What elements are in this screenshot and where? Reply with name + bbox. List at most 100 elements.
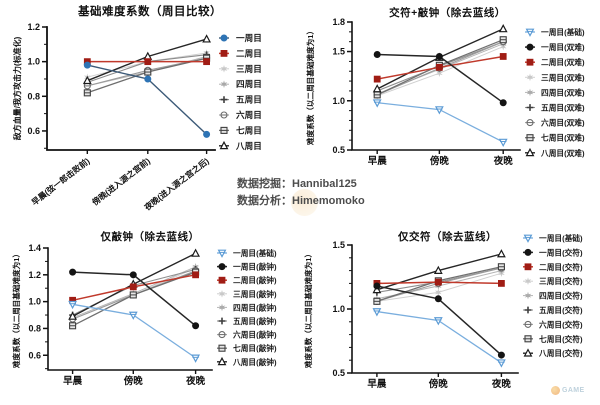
chart-panel-talisman-plus-bell: 交符+敲钟（除去蓝线） 0.5 1.0 1.5 1.8 早晨 傍晚 夜晚 难度系数（以二周目基… xyxy=(300,2,600,190)
triangle-marker-icon xyxy=(217,356,227,366)
legend-label: 二周目 xyxy=(236,48,262,58)
legend-item: 四周目(敲钟) xyxy=(217,302,277,312)
series-一周目(基础) xyxy=(68,300,200,363)
legend-label: 八周目 xyxy=(235,141,262,151)
series-二周目 xyxy=(83,58,210,66)
x-tick-label: 傍晚 xyxy=(430,155,450,167)
legend-item: 三周目(交符) xyxy=(523,276,583,286)
chart-plot: 0.6 0.8 1.0 1.2 1.4 早晨 傍晚 夜晚 难度系数（以二周目基础难度为1） 一周目… xyxy=(11,243,277,387)
circle-line-marker-icon xyxy=(525,119,535,127)
legend-label: 二周目(交符) xyxy=(539,262,583,272)
chart-plot: 0.6 0.8 1.0 1.2 早晨(弦一郎击败前) 傍晚(进入源之宫前)夜晚(进入源之宫… xyxy=(12,22,262,213)
legend-item: 七周目 xyxy=(219,124,262,135)
y-tick-label: 1.0 xyxy=(332,96,345,106)
x-tick-label: 夜晚 xyxy=(185,375,206,387)
credit-data-mining: 数据挖掘：Hannibal125 xyxy=(237,176,365,193)
star-marker-icon xyxy=(219,65,229,73)
legend-item: 八周目(交符) xyxy=(523,348,583,358)
legend-item: 一周目(基础) xyxy=(217,248,277,258)
legend-label: 三周目(交符) xyxy=(539,276,583,286)
square-line-marker-icon xyxy=(217,344,227,352)
chart-title: 仅交符（除去蓝线） xyxy=(398,231,497,243)
legend-label: 一周目(双难) xyxy=(541,42,585,52)
y-tick-label: 0.6 xyxy=(28,350,41,360)
x-tick-label: 夜晚(进入源之宫之后) xyxy=(142,156,212,213)
legend-item: 六周目(交符) xyxy=(523,319,583,329)
triangle-marker-icon xyxy=(525,147,535,157)
star-marker-icon xyxy=(525,88,535,97)
legend-item: 六周目(敲钟) xyxy=(217,330,277,340)
plus-marker-icon xyxy=(523,306,533,314)
series-二周目(敲钟) xyxy=(69,271,199,304)
y-tick-label: 0.5 xyxy=(332,145,345,155)
star-marker-icon xyxy=(217,290,227,298)
legend-label: 二周目(敲钟) xyxy=(233,275,277,285)
y-tick-label: 0.6 xyxy=(27,126,40,136)
series-一周目 xyxy=(83,61,211,138)
square-marker-icon xyxy=(523,263,533,271)
legend-item: 一周目(双难) xyxy=(525,42,585,52)
y-tick-label: 1.0 xyxy=(332,304,345,314)
chart-plot: 0.5 1.0 1.5 1.8 早晨 傍晚 夜晚 难度系数（以二周目基础难度为1） 一周目(基础… xyxy=(305,17,585,167)
y-axis-label: 敌方血量/我方攻击力(标准化) xyxy=(12,36,22,140)
star-marker-icon xyxy=(523,277,533,285)
x-tick-label: 夜晚 xyxy=(491,378,512,390)
y-tick-label: 1.0 xyxy=(27,57,40,67)
legend-label: 八周目(双难) xyxy=(540,148,585,158)
legend-item: 五周目(双难) xyxy=(525,103,585,113)
chart-panel-bell-only: 仅敲钟（除去蓝线） 0.6 0.8 1.0 1.2 1.4 早晨 傍晚 夜晚 难度系数（以二周目… xyxy=(8,226,300,405)
triangle-marker-icon xyxy=(523,348,533,357)
series-一周目(基础) xyxy=(372,99,508,148)
legend-item: 四周目(双难) xyxy=(525,87,585,97)
legend-label: 一周目 xyxy=(236,33,262,43)
legend-label: 一周目(敲钟) xyxy=(233,262,277,272)
chart-title: 交符+敲钟（除去蓝线） xyxy=(389,7,506,19)
legend-label: 三周目(双难) xyxy=(541,72,585,82)
legend-item: 一周目(敲钟) xyxy=(217,262,277,272)
legend-item: 七周目(双难) xyxy=(525,133,585,143)
circle-marker-icon xyxy=(525,43,535,51)
chart-plot: 0.5 1.0 1.5 早晨 傍晚 夜晚 难度系数（以二周目基础难度为1） 一周目(基础) 一周… xyxy=(303,233,583,390)
legend-item: 三周目 xyxy=(219,64,262,74)
x-tick-label: 傍晚(进入源之宫前) xyxy=(90,156,152,208)
legend-item: 七周目(交符) xyxy=(523,334,583,344)
y-axis-label: 难度系数（以二周目基础难度为1） xyxy=(305,27,315,146)
legend-label: 七周目 xyxy=(236,124,262,135)
legend-label: 一周目(基础) xyxy=(233,248,277,258)
legend-item: 八周目 xyxy=(219,141,262,151)
y-tick-label: 0.8 xyxy=(27,91,40,101)
circle-line-marker-icon xyxy=(217,331,227,339)
y-tick-label: 1.0 xyxy=(28,297,41,307)
legend-item: 一周目(基础) xyxy=(523,233,583,243)
series-一周目(双难) xyxy=(373,50,507,107)
circle-marker-icon xyxy=(219,34,229,42)
legend-item: 七周目(敲钟) xyxy=(217,343,277,353)
credit-analysis-value: Himemomoko xyxy=(292,195,365,207)
legend-item: 一周目(基础) xyxy=(525,27,585,37)
legend-label: 六周目 xyxy=(236,109,262,120)
y-axis-label: 难度系数（以二周目基础难度为1） xyxy=(303,250,313,369)
plus-marker-icon xyxy=(219,96,229,103)
series-一周目(基础) xyxy=(372,308,506,368)
y-tick-label: 1.4 xyxy=(28,243,41,253)
square-marker-icon xyxy=(219,50,229,57)
legend-item: 五周目(敲钟) xyxy=(217,316,277,326)
x-tick-label: 早晨 xyxy=(63,375,83,387)
legend-label: 四周目(交符) xyxy=(539,291,583,301)
legend-label: 一周目(基础) xyxy=(541,27,585,37)
legend-label: 八周目(敲钟) xyxy=(232,357,277,367)
legend-item: 二周目(敲钟) xyxy=(217,275,277,285)
legend-item: 八周目(双难) xyxy=(525,148,585,158)
legend-item: 六周目(双难) xyxy=(525,118,585,128)
legend-item: 四周目 xyxy=(219,79,262,89)
x-tick-label: 早晨 xyxy=(368,155,388,167)
chart-panel-base-difficulty: 基础难度系数（周目比较） 0.6 0.8 1.0 1.2 早晨(弦一郎击败前) 傍晚(进入… xyxy=(8,2,300,224)
legend-item: 二周目(双难) xyxy=(525,57,585,67)
legend-label: 一周目(基础) xyxy=(539,233,583,243)
legend-label: 二周目(双难) xyxy=(541,57,585,67)
watermark-text: GAME xyxy=(562,387,585,394)
legend-label: 五周目(敲钟) xyxy=(233,316,277,326)
triangle-marker-icon xyxy=(219,140,229,150)
legend-label: 八周目(交符) xyxy=(538,348,583,358)
